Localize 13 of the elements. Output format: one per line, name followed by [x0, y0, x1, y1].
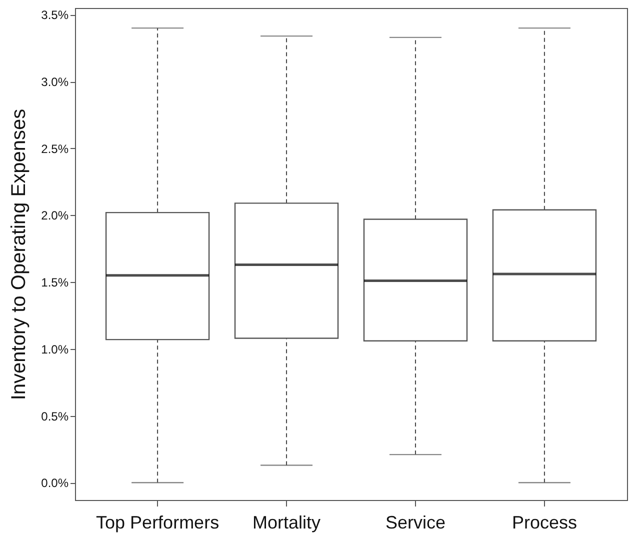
y-tick-label: 1.5%: [41, 276, 69, 290]
x-tick-label: Top Performers: [96, 512, 220, 532]
y-tick-label: 2.0%: [41, 208, 69, 223]
y-tick-label: 3.0%: [41, 75, 69, 90]
y-tick-label: 1.0%: [41, 342, 69, 356]
y-tick-label: 3.5%: [41, 8, 69, 22]
y-tick-label: 0.0%: [41, 476, 69, 490]
y-tick-label: 2.5%: [41, 142, 69, 156]
y-axis-title: Inventory to Operating Expenses: [8, 108, 30, 400]
x-tick-label: Mortality: [252, 512, 321, 532]
x-tick-label: Service: [385, 512, 446, 532]
x-tick-label: Process: [512, 512, 577, 532]
y-tick-label: 0.5%: [41, 409, 69, 424]
